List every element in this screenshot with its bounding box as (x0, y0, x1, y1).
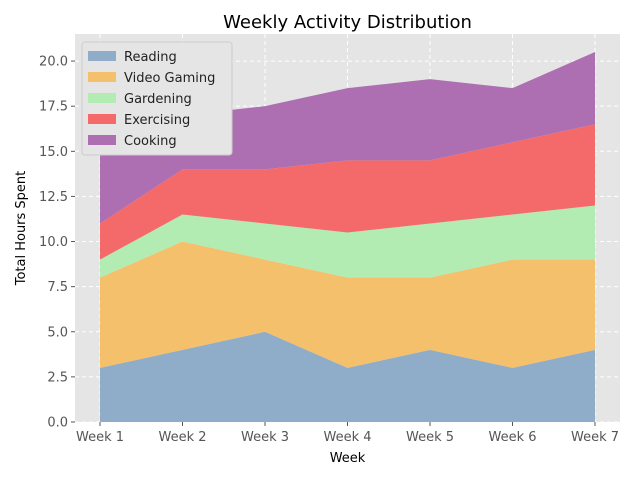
y-tick-label: 17.5 (39, 100, 68, 115)
legend: Reading Video Gaming Gardening Exercising Co… (81, 41, 233, 156)
x-axis-label: Week (330, 451, 366, 466)
x-tick-label: Week 5 (406, 430, 454, 445)
legend-label-gardening: Gardening (124, 92, 192, 107)
y-axis-ticks: 0.0 2.5 5.0 7.5 10.0 12.5 15.0 17.5 20.0 (39, 55, 75, 431)
chart-title: Weekly Activity Distribution (223, 12, 472, 33)
area-reading (100, 331, 595, 422)
y-tick-label: 20.0 (39, 55, 68, 70)
x-tick-label: Week 7 (571, 430, 619, 445)
legend-swatch-gardening (88, 93, 116, 103)
legend-swatch-reading (88, 51, 116, 61)
area-cooking (100, 52, 595, 224)
legend-frame (81, 41, 233, 156)
x-axis-ticks: Week 1 Week 2 Week 3 Week 4 Week 5 Week 6 Week… (76, 422, 619, 445)
y-tick-label: 2.5 (47, 370, 68, 385)
area-exercising (100, 124, 595, 260)
y-tick-label: 5.0 (47, 325, 68, 340)
y-tick-label: 12.5 (39, 190, 68, 205)
y-tick-label: 0.0 (47, 416, 68, 431)
y-tick-label: 10.0 (39, 235, 68, 250)
legend-label-exercising: Exercising (124, 113, 190, 128)
area-video-gaming (100, 241, 595, 368)
legend-label-cooking: Cooking (124, 134, 177, 149)
area-gardening (100, 205, 595, 278)
legend-label-reading: Reading (124, 50, 177, 65)
x-tick-label: Week 1 (76, 430, 124, 445)
area-layers (100, 52, 595, 422)
x-tick-label: Week 6 (488, 430, 536, 445)
x-tick-label: Week 2 (158, 430, 206, 445)
legend-swatch-exercising (88, 114, 116, 124)
y-tick-label: 7.5 (47, 280, 68, 295)
y-tick-label: 15.0 (39, 145, 68, 160)
legend-label-video-gaming: Video Gaming (124, 71, 215, 86)
x-tick-label: Week 4 (323, 430, 371, 445)
y-axis-label: Total Hours Spent (14, 171, 29, 287)
x-tick-label: Week 3 (241, 430, 289, 445)
legend-swatch-cooking (88, 135, 116, 145)
legend-swatch-video-gaming (88, 72, 116, 82)
